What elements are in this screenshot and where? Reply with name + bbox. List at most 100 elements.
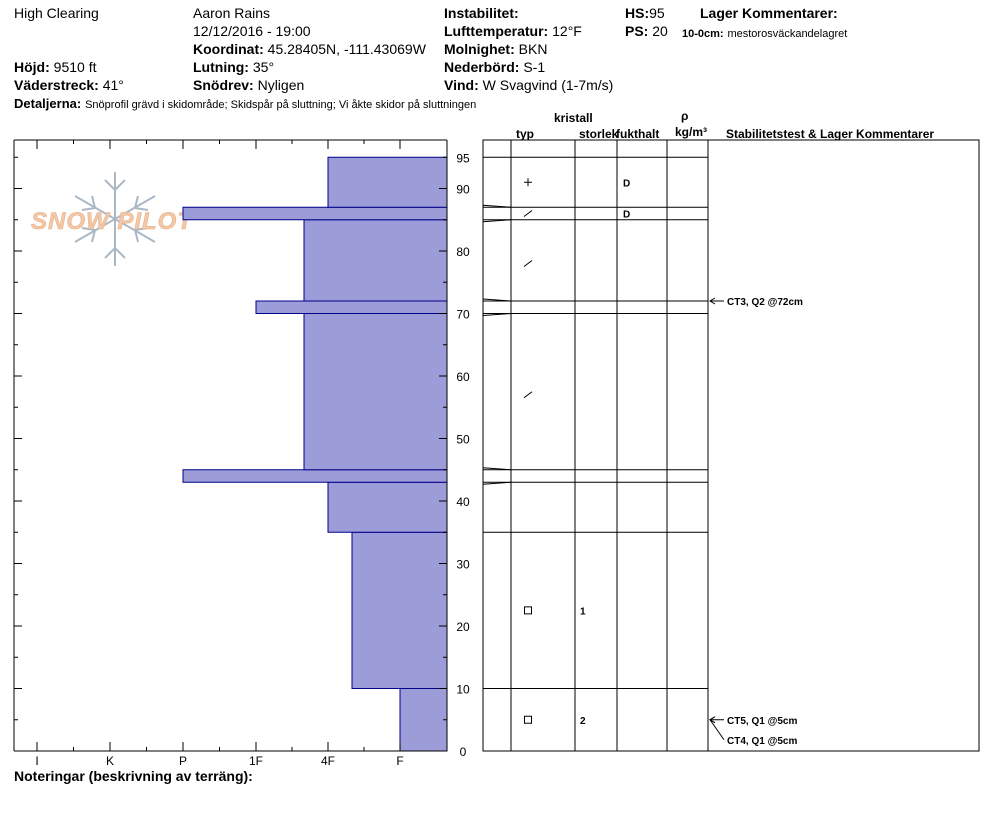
location-title: High Clearing: [14, 5, 99, 21]
wind-loading-label: Snödrev:: [193, 77, 254, 93]
column-size: storlek: [579, 127, 619, 141]
instability-label: Instabilitet:: [444, 5, 519, 21]
sky-label: Molnighet:: [444, 41, 515, 57]
coordinates: Koordinat: 45.28405N, -111.43069W: [193, 41, 426, 57]
snowpilot-watermark: SNOW PILOT: [31, 172, 194, 266]
slant-connector-1: [482, 219, 512, 223]
penetration: PS: 20: [625, 23, 668, 39]
watermark-text: SNOW PILOT: [31, 208, 194, 235]
stability-label-2: CT4, Q1 @5cm: [727, 736, 797, 747]
x-tick-label-F: F: [396, 754, 403, 768]
hardness-bar-2: [327, 481, 448, 533]
snow-height: HS:95: [625, 5, 665, 21]
slope-value: 35°: [252, 59, 275, 75]
y-tick-label-40: 40: [456, 495, 470, 509]
column-moisture: fukthalt: [616, 127, 660, 141]
precip-label: Nederbörd:: [444, 59, 520, 75]
wind: Vind: W Svagvind (1-7m/s): [444, 77, 613, 93]
y-tick-label-10: 10: [456, 683, 470, 697]
y-tick-label-60: 60: [456, 370, 470, 384]
grain-size-5: 2: [580, 716, 586, 727]
hardness-bar-6: [303, 219, 448, 302]
y-tick-label-20: 20: [456, 620, 470, 634]
hardness-bar-7: [182, 206, 448, 221]
layer-comment-depth: 10-0cm:: [682, 28, 724, 40]
moisture-0: D: [623, 178, 630, 189]
coordinates-label: Koordinat:: [193, 41, 264, 57]
stability-arrowhead-icon-0: [709, 297, 716, 305]
layer-comment: 10-0cm: mestorosväckandelagret: [682, 24, 847, 42]
stability-arrowhead-icon-2: [709, 716, 716, 724]
y-tick-label-95: 95: [456, 151, 470, 165]
air-temp-value: 12°F: [552, 23, 582, 39]
hs-value: 95: [649, 5, 665, 21]
x-tick-label-1F: 1F: [249, 754, 263, 768]
ps-value: 20: [652, 23, 668, 39]
hardness-bar-0: [399, 688, 448, 752]
sky-value: BKN: [518, 41, 548, 57]
sky-cover: Molnighet: BKN: [444, 41, 547, 57]
hardness-profile: [182, 156, 448, 752]
slant-connector-3: [482, 313, 512, 316]
y-tick-label-50: 50: [456, 433, 470, 447]
precipitation: Nederbörd: S-1: [444, 59, 545, 75]
slant-connector-5: [482, 481, 512, 485]
grain-slash-icon-3: [523, 391, 533, 399]
hardness-bar-8: [327, 156, 448, 208]
observation-datetime: 12/12/2016 - 19:00: [193, 23, 311, 39]
y-tick-label-80: 80: [456, 245, 470, 259]
slant-connector-2: [482, 298, 512, 302]
slope-label: Lutning:: [193, 59, 249, 75]
details: Detaljerna: Snöprofil grävd i skidområde…: [14, 95, 476, 113]
hardness-bar-1: [351, 531, 448, 689]
column-crystal: kristall: [554, 111, 593, 125]
details-label: Detaljerna:: [14, 96, 82, 111]
stability-label-0: CT3, Q2 @72cm: [727, 297, 803, 308]
hs-label: HS:: [625, 5, 650, 21]
observer-name: Aaron Rains: [193, 5, 271, 21]
aspect-value: 41°: [102, 77, 124, 93]
snowflake-icon: [74, 172, 156, 266]
grain-square-icon-5: [524, 715, 532, 724]
y-tick-label-70: 70: [456, 308, 470, 322]
column-stability: Stabilitetstest & Lager Kommentarer: [726, 127, 935, 141]
elevation-label: Höjd:: [14, 59, 50, 75]
details-value: Snöprofil grävd i skidområde; Skidspår p…: [85, 99, 477, 111]
elevation-value: 9510 ft: [53, 59, 97, 75]
wind-loading-value: Nyligen: [257, 77, 305, 93]
x-tick-label-4F: 4F: [321, 754, 335, 768]
layer-comment-text: mestorosväckandelagret: [727, 28, 848, 40]
x-tick-label-K: K: [106, 754, 114, 768]
hardness-bar-5: [255, 300, 448, 314]
slope: Lutning: 35°: [193, 59, 274, 75]
moisture-1: D: [623, 210, 630, 221]
column-rho: ρ: [681, 109, 689, 123]
hardness-axes: I K P 1F 4F F 0 10 20 30 40 50 60 70 80 90 95: [13, 139, 470, 768]
stability-arrow-2: [709, 719, 725, 741]
x-tick-label-P: P: [179, 754, 187, 768]
precip-value: S-1: [523, 59, 546, 75]
ps-label: PS:: [625, 23, 649, 39]
hardness-bar-4: [303, 313, 448, 471]
elevation: Höjd: 9510 ft: [14, 59, 96, 75]
wind-value: W Svagvind (1-7m/s): [482, 77, 614, 93]
table-frame: [482, 139, 980, 752]
grain-square-icon-4: [524, 606, 532, 615]
column-density-unit: kg/m³: [675, 125, 708, 139]
coordinates-value: 45.28405N, -111.43069W: [267, 41, 426, 57]
aspect-label: Väderstreck:: [14, 77, 99, 93]
layer-table: D D 1 2 CT3, Q2 @72cm CT5, Q1 @5cm CT4, Q1 @5c…: [482, 139, 980, 752]
hardness-bar-3: [182, 469, 448, 483]
slant-connector-4: [482, 467, 512, 471]
wind-label: Vind:: [444, 77, 479, 93]
y-tick-label-90: 90: [456, 183, 470, 197]
grain-slash-icon-1: [523, 210, 533, 217]
layer-comments-label: Lager Kommentarer:: [700, 5, 838, 21]
y-tick-label-30: 30: [456, 558, 470, 572]
aspect: Väderstreck: 41°: [14, 77, 124, 93]
stability-label-1: CT5, Q1 @5cm: [727, 716, 797, 727]
x-tick-label-I: I: [35, 754, 38, 768]
grain-slash-icon-2: [523, 260, 533, 267]
notes-label: Noteringar (beskrivning av terräng):: [14, 768, 253, 784]
